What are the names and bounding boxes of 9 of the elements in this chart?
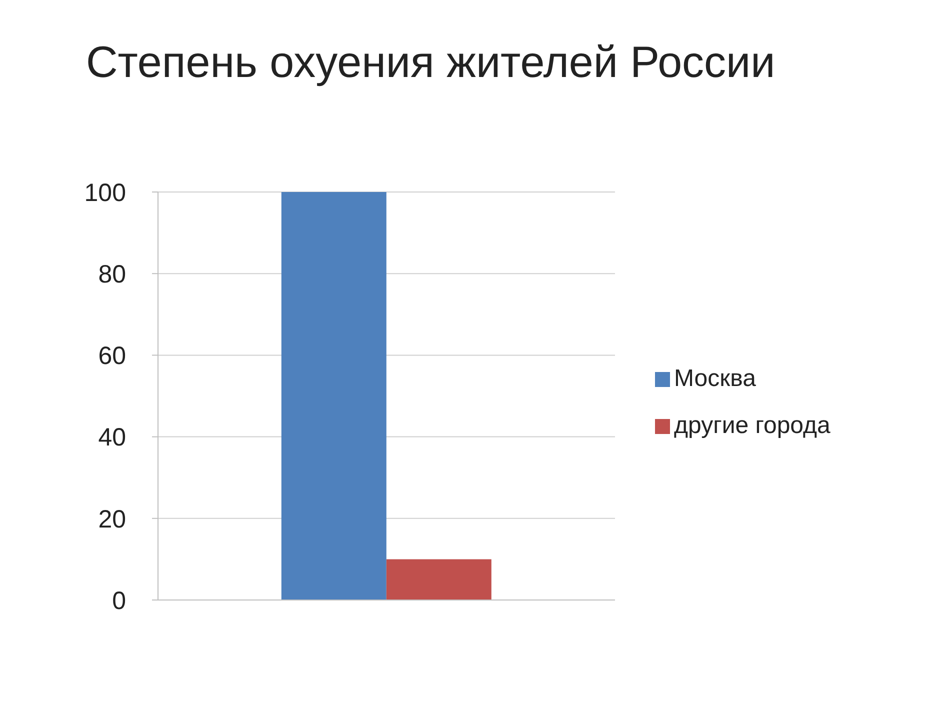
legend-label: Москва <box>674 365 756 392</box>
y-tick-label: 60 <box>98 342 126 370</box>
y-tick-label: 80 <box>98 260 126 288</box>
y-tick-label: 0 <box>112 586 126 615</box>
y-tick-label: 100 <box>84 178 126 207</box>
chart-title: Степень охуения жителей России <box>86 38 776 88</box>
y-tick-label: 20 <box>98 505 126 534</box>
legend-label: другие города <box>674 412 830 439</box>
y-tick-label: 40 <box>98 424 126 452</box>
